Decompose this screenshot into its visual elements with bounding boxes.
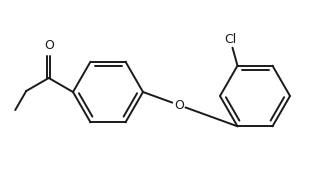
Text: Cl: Cl [224, 33, 237, 46]
Text: O: O [44, 39, 54, 52]
Text: O: O [174, 99, 184, 112]
